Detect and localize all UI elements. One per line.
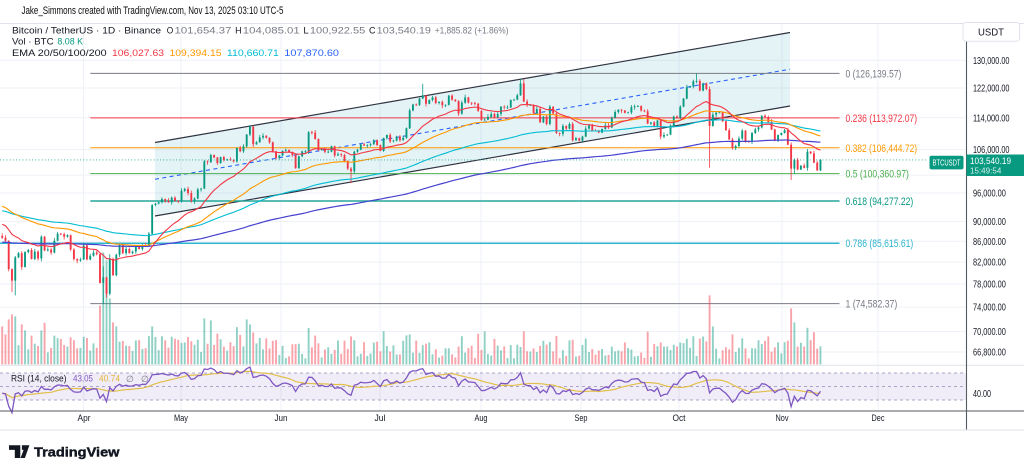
- svg-text:104,085.01: 104,085.01: [243, 26, 300, 36]
- svg-text:96,000.00: 96,000.00: [973, 189, 1006, 200]
- svg-text:122,000.00: 122,000.00: [973, 84, 1010, 95]
- svg-text:May: May: [174, 413, 188, 423]
- svg-text:0.382 (106,444.72): 0.382 (106,444.72): [846, 143, 918, 155]
- svg-text:∅: ∅: [141, 374, 149, 384]
- svg-text:USDT: USDT: [978, 28, 1004, 39]
- svg-text:101,654.37: 101,654.37: [175, 26, 232, 36]
- svg-text:114,000.00: 114,000.00: [973, 113, 1010, 124]
- svg-text:86,000.00: 86,000.00: [973, 237, 1006, 248]
- svg-text:+1,885.82 (+1.86%): +1,885.82 (+1.86%): [435, 26, 509, 36]
- svg-text:Apr: Apr: [78, 413, 91, 423]
- svg-text:Jul: Jul: [375, 413, 386, 423]
- svg-text:43.05: 43.05: [73, 374, 93, 384]
- svg-text:82,000.00: 82,000.00: [973, 258, 1006, 269]
- svg-text:40.74: 40.74: [99, 374, 120, 384]
- svg-text:15:49:54: 15:49:54: [970, 166, 1002, 176]
- svg-text:Vol · BTC: Vol · BTC: [12, 37, 54, 47]
- svg-text:103,540.19: 103,540.19: [377, 26, 431, 36]
- svg-text:Oct: Oct: [673, 413, 686, 423]
- svg-text:1 (74,582.37): 1 (74,582.37): [846, 299, 898, 311]
- svg-text:78,000.00: 78,000.00: [973, 280, 1006, 291]
- svg-text:110,660.71: 110,660.71: [227, 48, 279, 58]
- svg-text:40.00: 40.00: [973, 389, 991, 400]
- svg-text:Bitcoin / TetherUS · 1D · Bina: Bitcoin / TetherUS · 1D · Binance: [12, 26, 161, 36]
- svg-text:TradingView: TradingView: [34, 446, 120, 460]
- svg-text:109,394.15: 109,394.15: [170, 48, 222, 58]
- svg-text:66,800.00: 66,800.00: [973, 348, 1006, 359]
- svg-text:106,000.00: 106,000.00: [973, 145, 1010, 156]
- svg-text:0.5 (100,360.97): 0.5 (100,360.97): [846, 169, 909, 181]
- svg-text:8.08 K: 8.08 K: [57, 37, 83, 47]
- svg-text:0.618 (94,277.22): 0.618 (94,277.22): [846, 196, 914, 208]
- svg-text:0 (126,139.57): 0 (126,139.57): [846, 68, 902, 80]
- svg-text:Jake_Simmons created with Trad: Jake_Simmons created with TradingView.co…: [22, 5, 284, 17]
- svg-text:103,540.19: 103,540.19: [970, 156, 1011, 166]
- svg-text:130,000.00: 130,000.00: [973, 56, 1010, 67]
- svg-text:74,000.00: 74,000.00: [973, 303, 1006, 314]
- svg-text:100,922.55: 100,922.55: [310, 26, 365, 36]
- svg-text:L: L: [303, 26, 308, 36]
- svg-text:C: C: [369, 26, 376, 36]
- svg-text:Nov: Nov: [776, 413, 789, 423]
- svg-text:EMA 20/50/100/200: EMA 20/50/100/200: [12, 48, 107, 58]
- svg-text:106,027.63: 106,027.63: [112, 48, 164, 58]
- svg-text:107,870.60: 107,870.60: [284, 48, 339, 58]
- svg-text:Dec: Dec: [872, 413, 885, 423]
- svg-text:90,000.00: 90,000.00: [973, 217, 1006, 228]
- svg-text:0.786 (85,615.61): 0.786 (85,615.61): [846, 238, 914, 250]
- svg-text:0.236 (113,972.07): 0.236 (113,972.07): [846, 113, 918, 125]
- svg-text:∅: ∅: [126, 374, 134, 384]
- svg-text:H: H: [235, 26, 242, 36]
- svg-text:O: O: [167, 26, 174, 36]
- svg-text:RSI (14, close): RSI (14, close): [11, 374, 67, 384]
- svg-text:Sep: Sep: [575, 413, 588, 423]
- svg-text:Jun: Jun: [275, 413, 288, 423]
- svg-text:70,000.00: 70,000.00: [973, 327, 1006, 338]
- svg-text:Aug: Aug: [475, 413, 488, 423]
- svg-text:BTCUSDT: BTCUSDT: [933, 159, 961, 168]
